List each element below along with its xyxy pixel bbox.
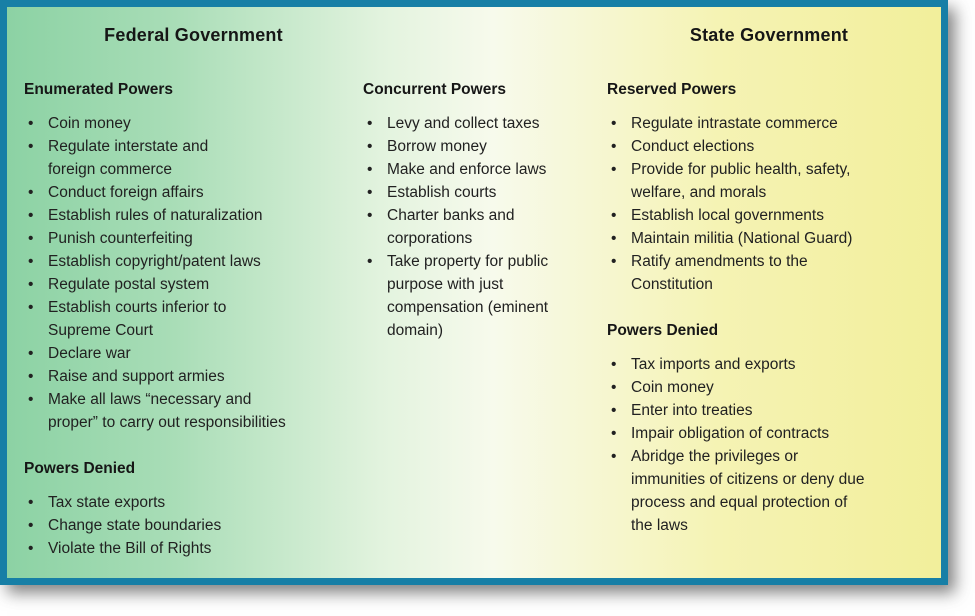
power-item: Establish local governments	[607, 204, 931, 227]
power-item: Raise and support armies	[24, 365, 363, 388]
reserved-powers-list: Regulate intrastate commerce Conduct ele…	[607, 112, 931, 296]
section-heading: Powers Denied	[24, 460, 136, 477]
federal-government-title: Federal Government	[104, 25, 283, 45]
enumerated-powers-section: Enumerated Powers Coin money Regulate in…	[24, 78, 363, 434]
enumerated-powers-list: Coin money Regulate interstate and forei…	[24, 112, 363, 434]
state-powers-denied-list: Tax imports and exports Coin money Enter…	[607, 353, 931, 537]
state-government-title: State Government	[689, 25, 849, 45]
section-heading: Enumerated Powers	[24, 81, 174, 98]
power-item: Establish copyright/patent laws	[24, 250, 363, 273]
power-item: Maintain militia (National Guard)	[607, 227, 931, 250]
power-item: Enter into treaties	[607, 399, 931, 422]
power-item: Charter banks and corporations	[363, 204, 607, 250]
power-item: Provide for public health, safety, welfa…	[607, 158, 931, 204]
power-item: Declare war	[24, 342, 363, 365]
power-item: Violate the Bill of Rights	[24, 537, 363, 560]
state-powers-column: Reserved Powers Regulate intrastate comm…	[607, 78, 931, 583]
titles-spacer	[363, 24, 607, 47]
government-titles-row: Federal Government State Government	[24, 7, 931, 47]
federal-powers-column: Enumerated Powers Coin money Regulate in…	[24, 78, 363, 583]
section-heading: Powers Denied	[607, 322, 719, 339]
power-item: Coin money	[607, 376, 931, 399]
power-item: Make and enforce laws	[363, 158, 607, 181]
power-item: Coin money	[24, 112, 363, 135]
power-item: Establish courts	[363, 181, 607, 204]
power-item: Ratify amendments to the Constitution	[607, 250, 931, 296]
concurrent-powers-list: Levy and collect taxes Borrow money Make…	[363, 112, 607, 342]
power-item: Regulate intrastate commerce	[607, 112, 931, 135]
state-powers-denied-section: Powers Denied Tax imports and exports Co…	[607, 319, 931, 537]
power-item: Regulate postal system	[24, 273, 363, 296]
powers-comparison-panel: Federal Government State Government Enum…	[0, 0, 948, 585]
concurrent-powers-column: Concurrent Powers Levy and collect taxes…	[363, 78, 607, 583]
power-item: Impair obligation of contracts	[607, 422, 931, 445]
concurrent-powers-section: Concurrent Powers Levy and collect taxes…	[363, 78, 607, 342]
power-item: Punish counterfeiting	[24, 227, 363, 250]
power-item: Take property for public purpose with ju…	[363, 250, 607, 342]
power-item: Regulate interstate and foreign commerce	[24, 135, 363, 181]
power-item: Change state boundaries	[24, 514, 363, 537]
power-item: Tax imports and exports	[607, 353, 931, 376]
power-item: Abridge the privileges or immunities of …	[607, 445, 931, 537]
section-heading: Reserved Powers	[607, 81, 737, 98]
power-item: Establish rules of naturalization	[24, 204, 363, 227]
federal-powers-denied-list: Tax state exports Change state boundarie…	[24, 491, 363, 560]
section-heading: Concurrent Powers	[363, 81, 506, 98]
power-item: Borrow money	[363, 135, 607, 158]
power-item: Conduct elections	[607, 135, 931, 158]
powers-columns: Enumerated Powers Coin money Regulate in…	[24, 78, 931, 583]
power-item: Establish courts inferior to Supreme Cou…	[24, 296, 363, 342]
federal-powers-denied-section: Powers Denied Tax state exports Change s…	[24, 457, 363, 560]
reserved-powers-section: Reserved Powers Regulate intrastate comm…	[607, 78, 931, 296]
power-item: Tax state exports	[24, 491, 363, 514]
power-item: Levy and collect taxes	[363, 112, 607, 135]
power-item: Make all laws “necessary and proper” to …	[24, 388, 363, 434]
power-item: Conduct foreign affairs	[24, 181, 363, 204]
